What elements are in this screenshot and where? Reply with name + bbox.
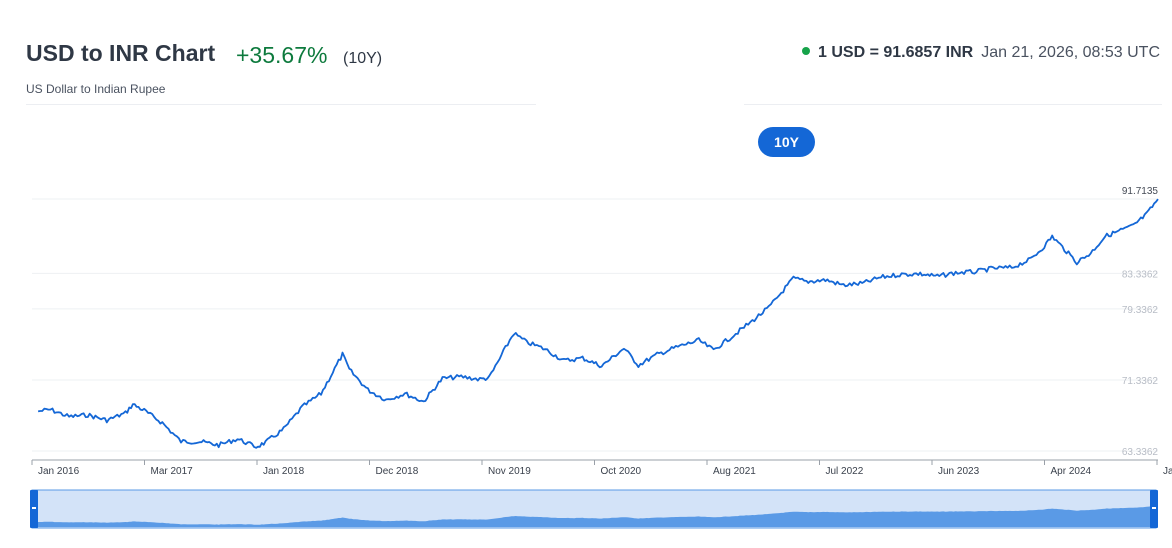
- x-tick-label: Aug 2021: [713, 466, 756, 477]
- x-tick-label: Dec 2018: [376, 466, 419, 477]
- navigator[interactable]: [30, 489, 1158, 529]
- divider: [26, 104, 536, 105]
- change-percent: +35.67%: [236, 42, 328, 68]
- chart-title: USD to INR Chart: [26, 40, 216, 66]
- x-tick-label: Jul 2022: [826, 466, 864, 477]
- rate-value: 1 USD = 91.6857 INR: [818, 44, 974, 61]
- x-tick-label: Mar 2017: [151, 466, 194, 477]
- y-tick-label: 71.3362: [1122, 376, 1159, 387]
- y-tick-label: 83.3362: [1122, 269, 1159, 280]
- divider: [744, 104, 1162, 105]
- y-tick-label: 63.3362: [1122, 447, 1159, 458]
- series-line: [37, 198, 1159, 449]
- x-tick-label: Jun 2023: [938, 466, 980, 477]
- chart-subtitle: US Dollar to Indian Rupee: [26, 82, 166, 96]
- x-tick-label: Apr 2024: [1051, 466, 1092, 477]
- x-tick-label: Oct 2020: [601, 466, 642, 477]
- x-tick-label: Jan 2026: [1163, 466, 1172, 477]
- live-dot-icon: [802, 47, 811, 55]
- navigator-area: [32, 505, 1158, 527]
- range-10y-button[interactable]: 10Y: [758, 127, 815, 157]
- current-rate: 1 USD = 91.6857 INR Jan 21, 2026, 08:53 U…: [802, 44, 1160, 62]
- x-tick-label: Jan 2016: [38, 466, 80, 477]
- y-tick-label: 79.3362: [1122, 305, 1159, 316]
- x-tick-label: Jan 2018: [263, 466, 305, 477]
- rate-timestamp: Jan 21, 2026, 08:53 UTC: [981, 44, 1160, 61]
- change-period: (10Y): [343, 50, 383, 67]
- x-tick-label: Nov 2019: [488, 466, 531, 477]
- max-value-label: 91.7135: [1122, 186, 1159, 197]
